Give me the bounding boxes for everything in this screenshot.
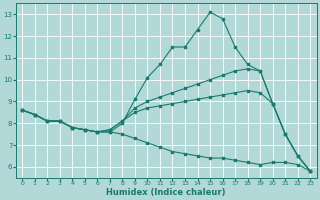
X-axis label: Humidex (Indice chaleur): Humidex (Indice chaleur)	[107, 188, 226, 197]
